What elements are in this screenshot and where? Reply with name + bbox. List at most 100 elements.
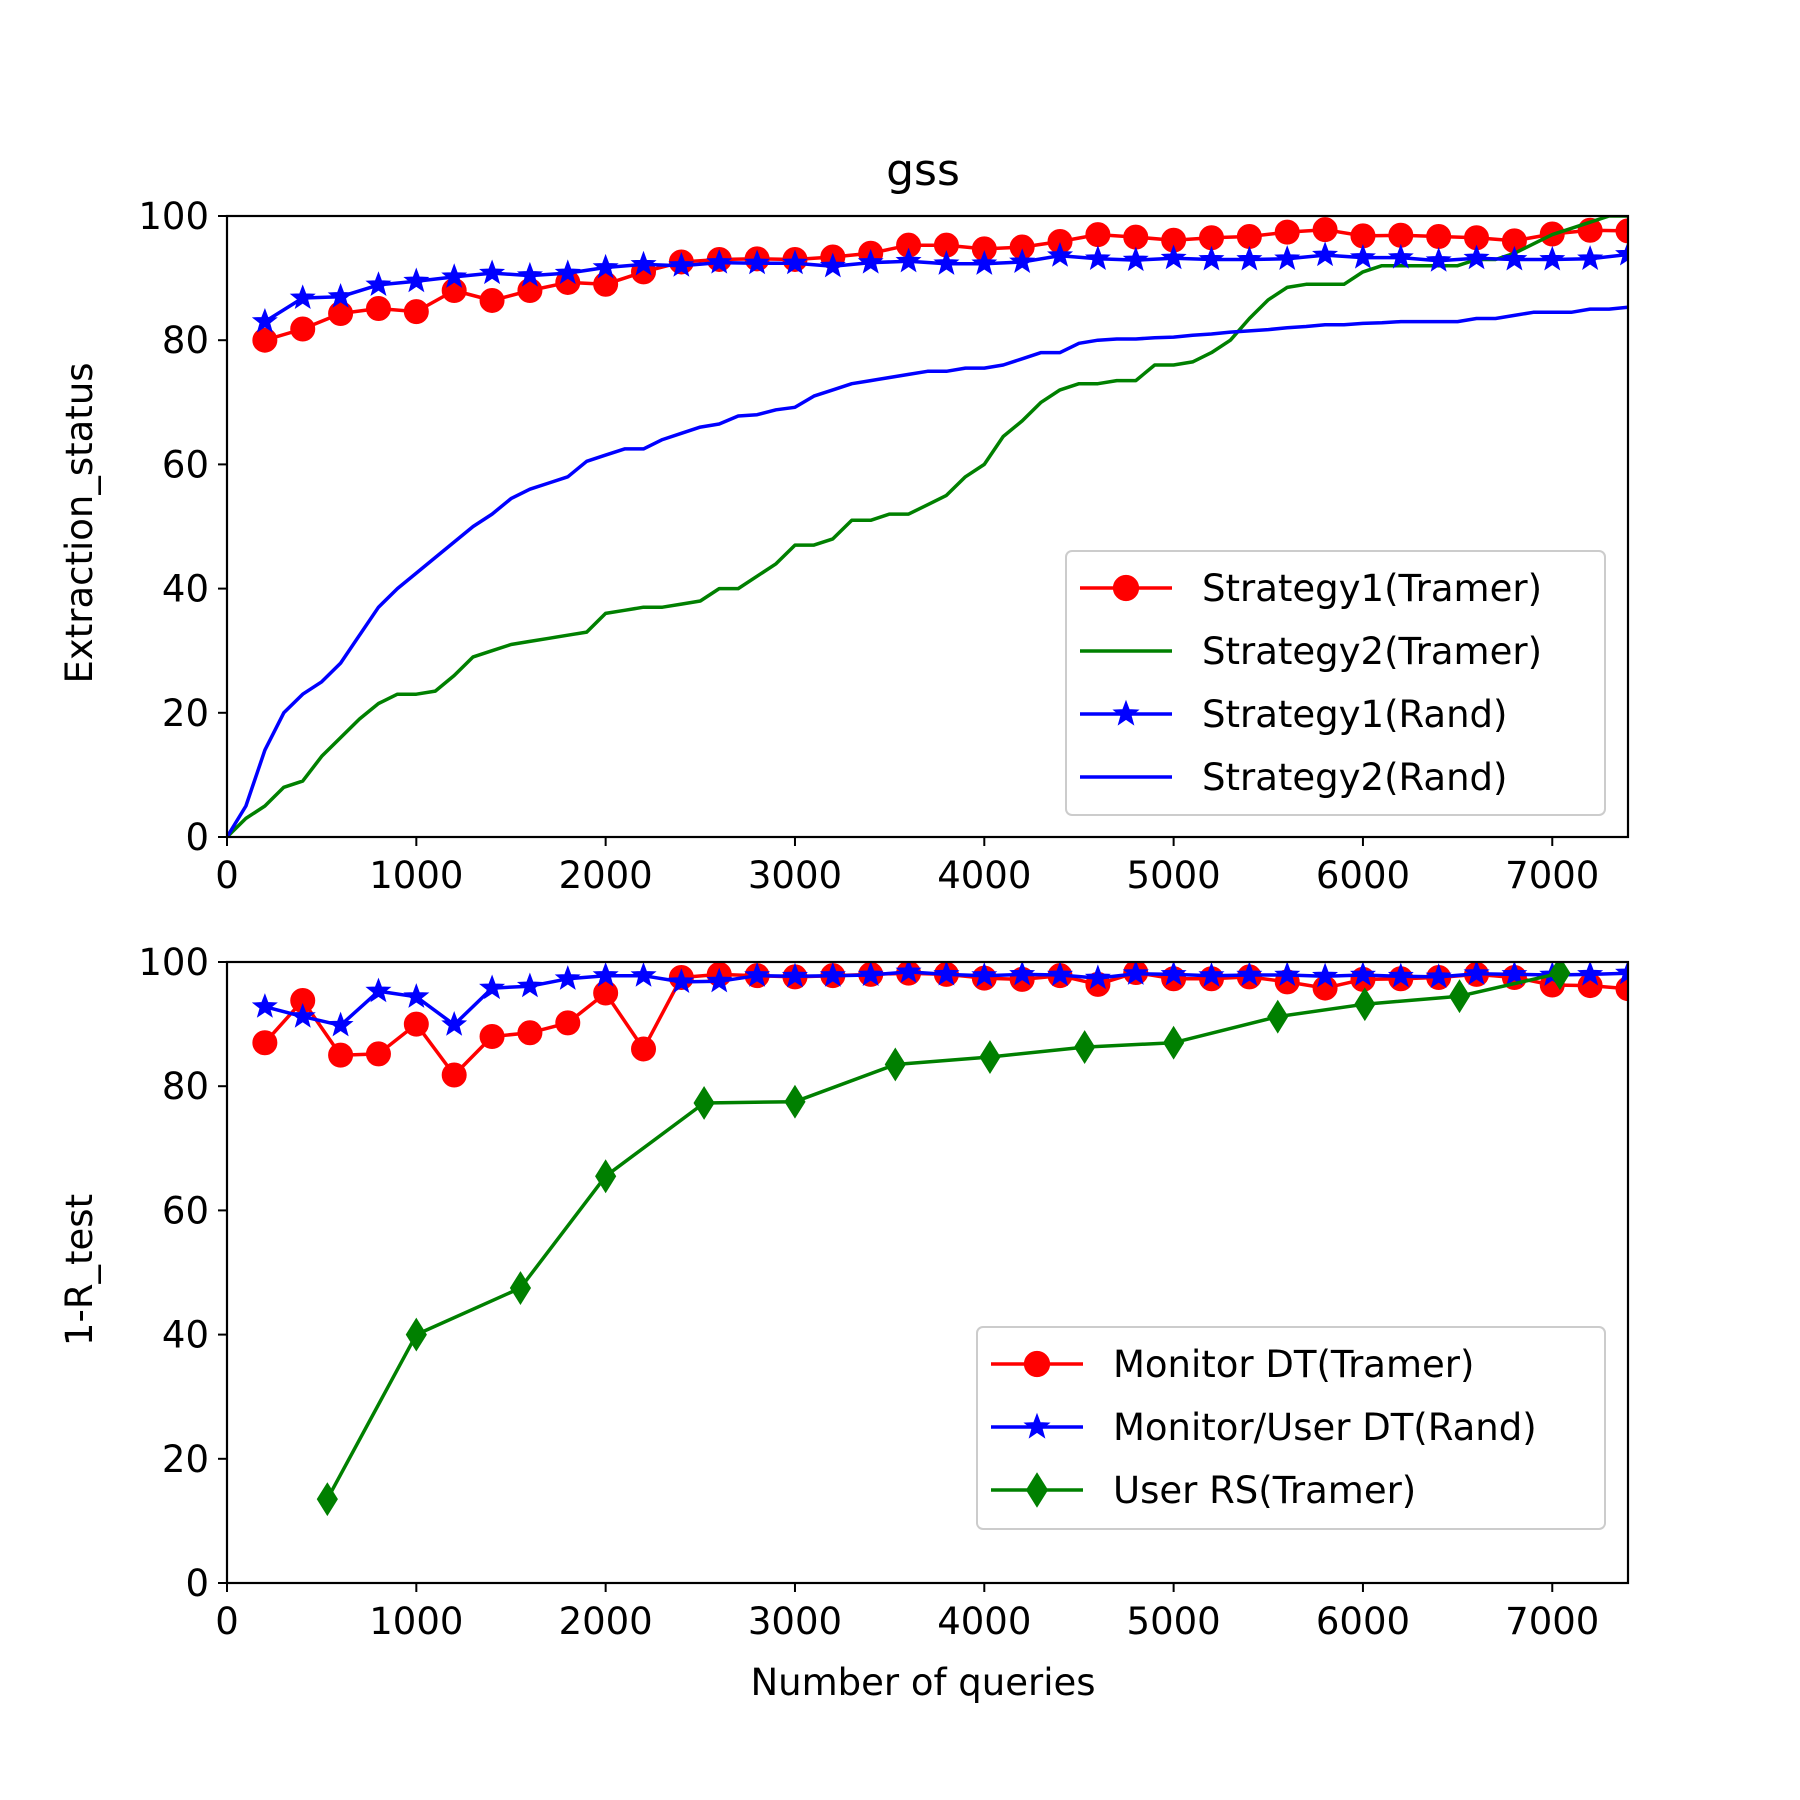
data-point: [328, 1042, 354, 1068]
legend-item: Strategy1(Tramer): [1080, 567, 1542, 610]
data-point: [441, 1011, 468, 1036]
legend-label: Monitor/User DT(Rand): [1113, 1406, 1537, 1449]
data-point: [1312, 241, 1339, 267]
data-point: [441, 1062, 467, 1088]
legend-item: Strategy2(Rand): [1080, 756, 1507, 799]
chart-extraction-status: gss Extraction_status 0 1000 2000 3000 4000 5…: [58, 145, 1630, 897]
data-point: [1047, 962, 1074, 987]
series-strategy1-rand: [251, 240, 1628, 333]
chart-title: gss: [886, 145, 960, 196]
data-point: [479, 259, 506, 285]
data-point: [593, 980, 619, 1006]
data-point: [1160, 244, 1187, 270]
y-tick-label: 60: [162, 1189, 209, 1232]
data-point: [252, 1030, 278, 1056]
data-point: [365, 977, 392, 1003]
y-tick-label: 80: [162, 319, 209, 362]
data-point: [289, 284, 316, 310]
data-point: [554, 259, 581, 285]
data-point: [819, 962, 846, 987]
x-tick-label: 5000: [1127, 1600, 1221, 1643]
x-tick-label: 0: [215, 1600, 239, 1643]
data-point: [1236, 962, 1263, 987]
legend-label: Strategy1(Rand): [1202, 693, 1507, 736]
data-point: [1549, 962, 1571, 991]
data-point: [857, 962, 884, 987]
legend-label: Strategy2(Tramer): [1202, 630, 1542, 673]
y-tick-label: 40: [162, 1314, 209, 1357]
x-tick-label: 1000: [369, 854, 463, 897]
data-point: [592, 253, 619, 279]
plot-frame: [225, 960, 1630, 1585]
data-point: [668, 252, 695, 277]
data-point: [781, 249, 808, 275]
data-point: [516, 261, 543, 287]
x-tick-label: 3000: [748, 854, 842, 897]
data-point: [517, 1020, 543, 1046]
y-axis-label: Extraction_status: [58, 362, 101, 683]
data-point: [1425, 247, 1452, 272]
data-point: [1274, 245, 1301, 270]
data-point: [1615, 240, 1628, 266]
data-point: [1577, 962, 1604, 986]
x-tick-label: 0: [215, 854, 239, 897]
data-point: [1426, 223, 1452, 249]
data-point: [316, 1482, 338, 1517]
data-point: [971, 962, 998, 987]
data-point: [630, 250, 657, 276]
legend-marker: [1112, 574, 1140, 602]
x-tick-label: 4000: [937, 1600, 1031, 1643]
x-tick-label: 2000: [559, 854, 653, 897]
data-point: [971, 250, 998, 275]
data-point: [1387, 962, 1414, 988]
data-point: [668, 968, 695, 993]
x-axis-label: Number of queries: [750, 1661, 1095, 1704]
data-point: [1122, 962, 1149, 985]
x-tick-label: 1000: [369, 1600, 463, 1643]
legend-label: Strategy2(Rand): [1202, 756, 1507, 799]
legend-item: Strategy1(Rand): [1080, 693, 1507, 736]
series-strategy2-rand: [227, 305, 1628, 837]
data-point: [327, 1011, 354, 1037]
data-point: [933, 962, 960, 986]
y-tick-label: 60: [162, 443, 209, 486]
data-point: [593, 271, 619, 297]
data-point: [517, 278, 543, 304]
data-point: [1274, 962, 1301, 987]
data-point: [781, 962, 808, 988]
data-point: [441, 263, 468, 288]
data-point: [516, 972, 543, 998]
x-tick-label: 4000: [937, 854, 1031, 897]
data-point: [1274, 219, 1300, 245]
data-point: [1198, 245, 1225, 271]
y-tick-label: 0: [185, 816, 209, 859]
data-point: [1267, 999, 1289, 1034]
data-point: [1501, 962, 1528, 986]
legend-item: Monitor DT(Tramer): [991, 1343, 1474, 1386]
data-point: [403, 983, 430, 1008]
legend-marker: [1023, 1350, 1051, 1378]
legend: Monitor DT(Tramer) Monitor/User DT(Rand) U…: [976, 1326, 1606, 1530]
data-point: [1615, 962, 1628, 985]
legend-label: User RS(Tramer): [1113, 1469, 1416, 1512]
data-point: [1009, 248, 1036, 274]
data-point: [784, 1084, 806, 1119]
legend-label: Strategy1(Tramer): [1202, 567, 1542, 610]
data-point: [251, 307, 278, 333]
data-point: [1236, 245, 1263, 271]
legend-item: Strategy2(Tramer): [1080, 630, 1542, 673]
data-point: [1349, 962, 1376, 987]
data-point: [1387, 243, 1414, 269]
y-axis-label: 1-R_test: [58, 1194, 101, 1346]
data-point: [706, 248, 733, 274]
data-point: [1501, 245, 1528, 271]
data-point: [592, 962, 619, 987]
data-point: [933, 250, 960, 275]
data-point: [479, 1024, 505, 1050]
legend: Strategy1(Tramer) Strategy2(Tramer) Strate…: [1065, 550, 1606, 816]
data-point: [479, 974, 506, 1000]
data-point: [1615, 976, 1628, 1002]
data-point: [1312, 962, 1339, 988]
data-point: [895, 962, 922, 983]
data-point: [1163, 1025, 1185, 1060]
